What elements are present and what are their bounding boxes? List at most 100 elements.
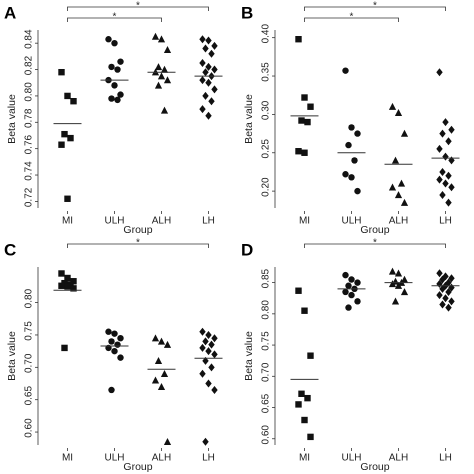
point [348,124,355,131]
point [70,285,77,292]
point [400,198,409,206]
significance-label: * [373,1,377,12]
panel-letter: C [4,240,16,259]
point [157,337,166,345]
point [388,267,397,275]
point [304,394,311,402]
y-axis-title: Beta value [6,331,18,381]
point [205,62,212,71]
point [151,32,160,40]
x-tick-label: LH [439,216,452,227]
point [445,198,452,207]
point [351,157,358,164]
point [442,118,449,127]
x-axis-title: Group [123,461,152,473]
point [64,92,71,100]
point [439,167,446,176]
point [442,179,449,188]
y-tick-label: 0.75 [261,331,272,351]
point [111,347,118,355]
point [114,96,121,104]
point [61,130,68,138]
point [400,288,409,296]
point [342,271,349,279]
significance-bracket [67,17,162,22]
point [160,370,169,377]
x-tick-label: ALH [389,216,408,227]
point [111,330,118,337]
point [108,338,115,345]
point [163,45,172,53]
point [105,328,112,335]
panel-letter: A [4,3,16,22]
point [345,304,352,311]
point [70,98,77,105]
point [400,129,409,137]
point [64,274,71,282]
point [445,303,452,312]
point [108,386,115,394]
x-tick-label: ULH [341,453,361,464]
significance-label: * [373,238,377,249]
point [58,270,65,277]
point [199,35,206,44]
point [397,179,406,187]
point [345,282,352,289]
point [436,269,443,278]
point [295,148,302,155]
point [160,65,169,73]
y-tick-label: 0.65 [24,386,35,406]
point [64,195,71,202]
y-tick-label: 0.40 [261,24,272,44]
point [157,382,166,390]
point [442,152,449,161]
point [439,190,446,199]
point [448,183,455,192]
point [388,102,397,110]
point [391,297,400,305]
point [205,78,212,87]
point [157,72,166,80]
y-tick-label: 0.60 [24,418,35,438]
point [117,91,124,98]
point [354,279,361,286]
y-tick-label: 0.35 [261,62,272,82]
x-tick-label: MI [62,216,73,227]
point [445,287,452,296]
point [342,288,349,296]
significance-label: * [350,12,354,23]
y-axis-title: Beta value [6,94,18,144]
point [298,390,305,397]
y-tick-label: 0.25 [261,139,272,159]
x-tick-label: ULH [104,453,124,464]
point [439,275,446,284]
point [114,341,121,348]
point [342,171,349,178]
x-tick-label: ALH [152,216,171,227]
y-tick-label: 0.74 [24,161,35,181]
y-tick-label: 0.82 [24,55,35,75]
point [342,67,349,74]
point [211,85,218,94]
point [442,294,449,303]
point [199,58,206,67]
x-tick-label: ULH [104,216,124,227]
point [105,36,112,43]
point [436,68,443,77]
panel-letter: D [241,240,253,259]
significance-label: * [113,12,117,23]
point [445,171,452,180]
point [208,97,215,106]
y-tick-label: 0.30 [261,100,272,120]
point [160,106,169,114]
x-tick-label: LH [202,453,215,464]
point [202,68,209,77]
point [394,191,403,199]
point [400,275,409,283]
point [208,49,215,58]
y-tick-label: 0.60 [261,425,272,445]
point [304,118,311,126]
point [436,291,443,300]
point [301,149,308,156]
